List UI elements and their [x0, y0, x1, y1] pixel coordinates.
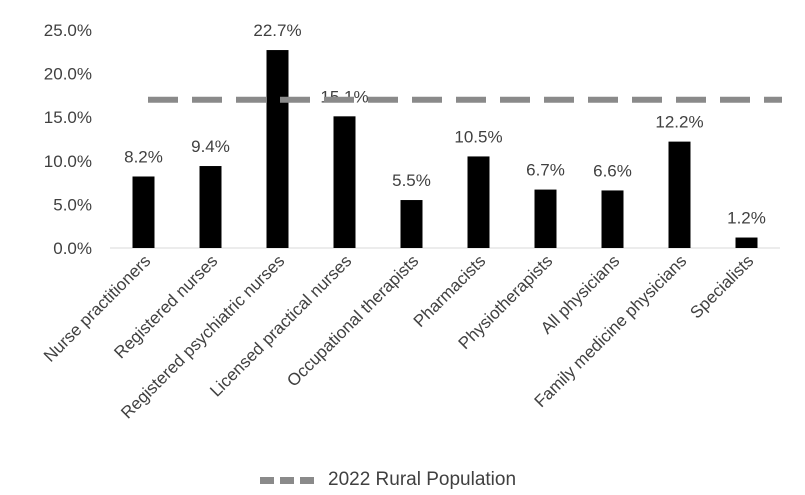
data-label: 6.7% [526, 161, 565, 180]
legend: 2022 Rural Population [260, 468, 516, 492]
legend-swatch-dashed-line [260, 476, 314, 484]
data-label: 9.4% [191, 137, 230, 156]
bar [601, 190, 624, 248]
data-label: 10.5% [454, 127, 502, 146]
data-label: 6.6% [593, 161, 632, 180]
y-tick-label: 0.0% [53, 239, 92, 258]
bar [400, 200, 423, 248]
bar [668, 141, 691, 248]
data-label: 5.5% [392, 171, 431, 190]
data-labels: 8.2%9.4%22.7%15.1%5.5%10.5%6.7%6.6%12.2%… [124, 21, 766, 227]
bar [199, 166, 222, 248]
data-label: 1.2% [727, 209, 766, 228]
bar [132, 176, 155, 248]
bar [534, 189, 557, 248]
bar [333, 116, 356, 248]
y-tick-label: 10.0% [44, 152, 92, 171]
y-tick-label: 15.0% [44, 108, 92, 127]
y-tick-label: 20.0% [44, 65, 92, 84]
bar [467, 156, 490, 248]
y-axis: 0.0% 5.0% 10.0% 15.0% 20.0% 25.0% [44, 21, 92, 258]
bar [266, 50, 289, 248]
bar [735, 237, 758, 248]
data-label: 12.2% [655, 113, 703, 132]
x-tick-label: Specialists [686, 251, 757, 322]
data-label: 8.2% [124, 147, 163, 166]
data-label: 22.7% [253, 21, 301, 40]
y-tick-label: 5.0% [53, 195, 92, 214]
y-tick-label: 25.0% [44, 21, 92, 40]
legend-label: 2022 Rural Population [328, 469, 517, 490]
x-tick-label: Occupational therapists [283, 251, 422, 390]
